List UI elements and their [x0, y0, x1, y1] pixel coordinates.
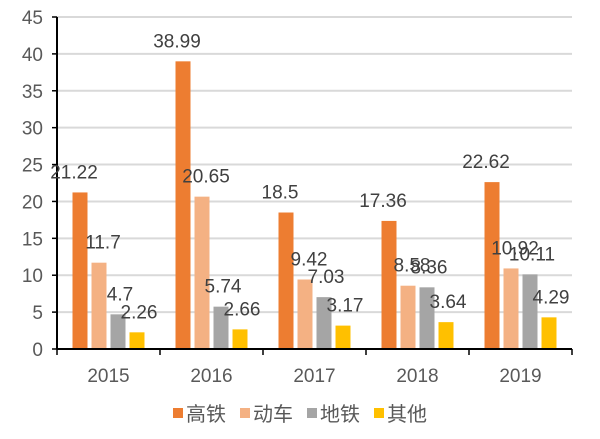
bar	[419, 287, 435, 349]
data-label: 3.64	[430, 292, 467, 313]
y-tick-label: 40	[22, 45, 43, 66]
legend-label: 地铁	[320, 402, 360, 426]
bar	[278, 212, 294, 349]
legend-label: 高铁	[186, 402, 226, 426]
legend-swatch-icon	[173, 407, 183, 418]
data-label: 5.74	[205, 277, 242, 298]
data-label: 4.7	[107, 284, 133, 305]
bar	[484, 182, 500, 349]
legend-item: 其他	[374, 398, 427, 427]
data-label: 10.11	[509, 244, 555, 265]
gridlines	[57, 16, 572, 314]
data-label: 22.62	[462, 152, 510, 173]
y-tick-label: 45	[22, 8, 43, 29]
x-axis-tick-labels: 2015 2016 2017 2018 2019	[87, 366, 541, 387]
bars	[72, 61, 557, 349]
legend-item: 地铁	[307, 398, 360, 427]
x-tick-label: 2015	[87, 366, 129, 387]
bar	[175, 61, 191, 349]
bar	[213, 306, 229, 349]
bar	[110, 314, 126, 349]
bar	[72, 192, 88, 349]
data-label: 9.42	[291, 250, 328, 271]
data-label: 18.5	[262, 183, 299, 204]
bar	[381, 220, 397, 349]
y-axis-tick-labels: 0 5 10 15 20 25 30 35 40 45	[22, 8, 43, 361]
data-label: 2.66	[224, 299, 261, 320]
bar	[129, 332, 145, 349]
bar	[522, 274, 538, 349]
legend-swatch-icon	[307, 407, 317, 418]
bar	[335, 325, 351, 349]
legend-swatch-icon	[240, 407, 250, 418]
axes	[52, 16, 573, 355]
data-labels: 21.22 11.7 4.72.26 38.99 20.65 5.742.66 18.5 9.…	[50, 31, 569, 323]
bar	[232, 329, 248, 349]
data-label: 10.92	[491, 238, 539, 259]
legend-label: 其他	[387, 402, 427, 426]
data-label: 38.99	[153, 31, 201, 52]
y-tick-label: 25	[22, 156, 43, 177]
data-label: 2.26	[121, 302, 158, 323]
y-tick-label: 20	[22, 192, 43, 213]
legend-label: 动车	[253, 402, 293, 426]
y-tick-label: 0	[32, 340, 43, 361]
y-tick-label: 35	[22, 82, 43, 103]
x-tick-label: 2017	[293, 366, 335, 387]
data-label: 3.17	[327, 296, 364, 317]
y-tick-label: 5	[32, 303, 43, 324]
x-tick-label: 2018	[396, 366, 438, 387]
x-tick-label: 2016	[190, 366, 232, 387]
data-label: 4.29	[533, 287, 570, 308]
bar	[438, 322, 454, 349]
y-tick-label: 15	[22, 229, 43, 250]
y-tick-label: 10	[22, 266, 43, 287]
bar	[400, 285, 416, 349]
legend-item: 动车	[240, 398, 293, 427]
bar	[297, 279, 313, 349]
bar	[541, 317, 557, 349]
y-tick-label: 30	[22, 119, 43, 140]
bar	[91, 262, 107, 349]
x-tick-label: 2019	[499, 366, 541, 387]
data-label: 8.36	[411, 257, 448, 278]
data-label: 7.03	[308, 267, 345, 288]
bar	[316, 297, 332, 349]
data-label: 20.65	[182, 167, 230, 188]
bar	[194, 196, 210, 349]
legend: 高铁 动车 地铁 其他	[0, 398, 600, 427]
data-label: 11.7	[85, 233, 121, 254]
bar	[503, 268, 519, 349]
data-label: 17.36	[359, 191, 407, 212]
data-label: 8.58	[394, 256, 431, 277]
legend-swatch-icon	[374, 407, 384, 418]
legend-item: 高铁	[173, 398, 226, 427]
data-label: 21.22	[50, 162, 98, 183]
